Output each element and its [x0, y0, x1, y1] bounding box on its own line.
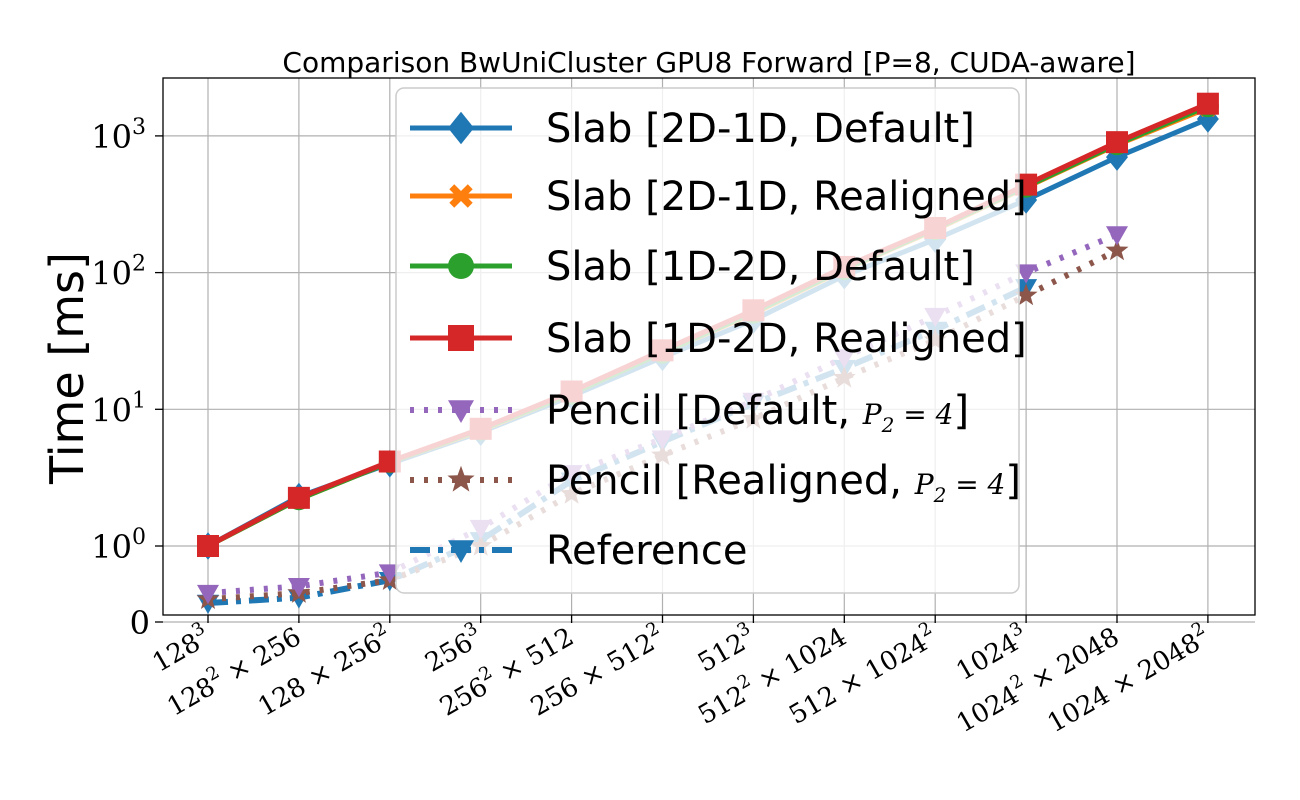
data-point	[1015, 173, 1038, 196]
legend-label: Slab [2D-1D, Realigned]	[546, 174, 1027, 220]
chart-title: Comparison BwUniCluster GPU8 Forward [P=…	[282, 46, 1135, 79]
data-point	[287, 486, 310, 509]
legend-box	[395, 87, 1020, 594]
y-tick-label: 101	[91, 388, 146, 429]
data-point	[448, 540, 474, 563]
data-point	[197, 584, 219, 605]
data-point	[1105, 238, 1129, 261]
x-tick-label: 5123	[690, 618, 760, 679]
data-point	[287, 578, 310, 598]
data-point	[1015, 264, 1038, 284]
data-point	[447, 465, 475, 492]
y-tick-label: 102	[91, 252, 146, 293]
y-tick-label: 100	[91, 525, 146, 566]
data-point	[448, 400, 474, 423]
legend-label: Slab [2D-1D, Default]	[546, 106, 975, 152]
legend-entry: Slab [2D-1D, Realigned]	[410, 174, 1027, 220]
legend-entry: Pencil [Default, P2 = 4]	[410, 388, 969, 437]
legend-label: Pencil [Default, P2 = 4]	[546, 388, 969, 437]
legend-label: Reference	[546, 528, 747, 574]
legend-label: Slab [1D-2D, Default]	[546, 244, 975, 290]
plot-frame	[162, 77, 1256, 616]
legend-entry: Slab [1D-2D, Default]	[410, 244, 975, 290]
legend: Slab [2D-1D, Default] Slab [2D-1D, Realig…	[395, 87, 1027, 594]
legend-entry: Slab [2D-1D, Default]	[410, 106, 975, 152]
y-tick-label: 0	[130, 604, 150, 642]
data-point	[449, 184, 473, 208]
legend-label: Slab [1D-2D, Realigned]	[546, 316, 1027, 362]
data-point	[448, 111, 474, 145]
data-point	[1106, 226, 1128, 246]
data-point	[1196, 92, 1219, 115]
legend-entry: Pencil [Realigned, P2 = 4]	[410, 458, 1021, 507]
y-axis-ticks: 0 100 101 102 103	[91, 115, 163, 642]
data-point	[448, 325, 474, 351]
data-point	[448, 253, 474, 279]
y-axis-label: Time [ms]	[40, 252, 94, 485]
legend-entry: Reference	[410, 528, 747, 574]
y-tick-label: 103	[91, 115, 146, 156]
data-point	[1014, 283, 1038, 306]
legend-entry: Slab [1D-2D, Realigned]	[410, 316, 1027, 362]
data-point	[197, 535, 219, 557]
legend-label: Pencil [Realigned, P2 = 4]	[546, 458, 1021, 507]
data-point	[1106, 131, 1128, 154]
